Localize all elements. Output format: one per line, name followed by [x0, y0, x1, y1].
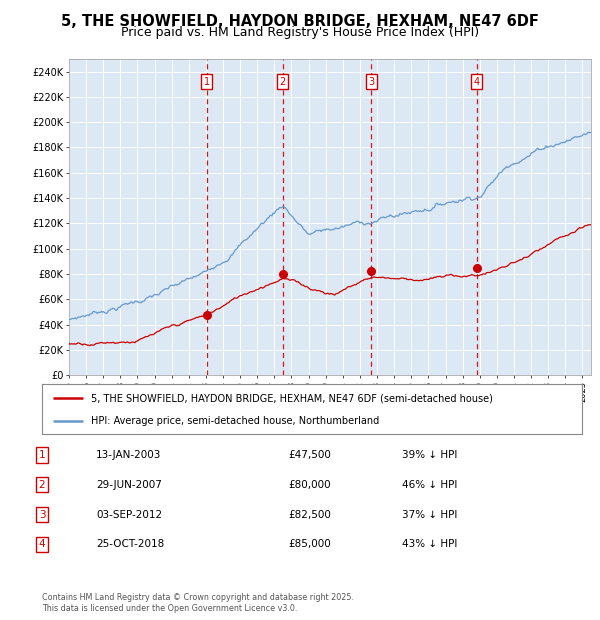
Text: 2: 2 [38, 480, 46, 490]
Text: Price paid vs. HM Land Registry's House Price Index (HPI): Price paid vs. HM Land Registry's House … [121, 26, 479, 39]
Text: £82,500: £82,500 [288, 510, 331, 520]
Text: 5, THE SHOWFIELD, HAYDON BRIDGE, HEXHAM, NE47 6DF (semi-detached house): 5, THE SHOWFIELD, HAYDON BRIDGE, HEXHAM,… [91, 393, 493, 403]
Text: 1: 1 [203, 77, 209, 87]
Text: 4: 4 [473, 77, 479, 87]
Text: 1: 1 [38, 450, 46, 460]
Text: 3: 3 [368, 77, 374, 87]
Text: 5, THE SHOWFIELD, HAYDON BRIDGE, HEXHAM, NE47 6DF: 5, THE SHOWFIELD, HAYDON BRIDGE, HEXHAM,… [61, 14, 539, 29]
Text: 43% ↓ HPI: 43% ↓ HPI [402, 539, 457, 549]
Text: HPI: Average price, semi-detached house, Northumberland: HPI: Average price, semi-detached house,… [91, 415, 379, 425]
Text: £85,000: £85,000 [288, 539, 331, 549]
Text: Contains HM Land Registry data © Crown copyright and database right 2025.
This d: Contains HM Land Registry data © Crown c… [42, 593, 354, 613]
Text: 4: 4 [38, 539, 46, 549]
Text: 2: 2 [280, 77, 286, 87]
Text: 46% ↓ HPI: 46% ↓ HPI [402, 480, 457, 490]
Text: £80,000: £80,000 [288, 480, 331, 490]
Text: 37% ↓ HPI: 37% ↓ HPI [402, 510, 457, 520]
Text: 25-OCT-2018: 25-OCT-2018 [96, 539, 164, 549]
Text: 3: 3 [38, 510, 46, 520]
Text: £47,500: £47,500 [288, 450, 331, 460]
Text: 03-SEP-2012: 03-SEP-2012 [96, 510, 162, 520]
Text: 29-JUN-2007: 29-JUN-2007 [96, 480, 162, 490]
Text: 13-JAN-2003: 13-JAN-2003 [96, 450, 161, 460]
Text: 39% ↓ HPI: 39% ↓ HPI [402, 450, 457, 460]
